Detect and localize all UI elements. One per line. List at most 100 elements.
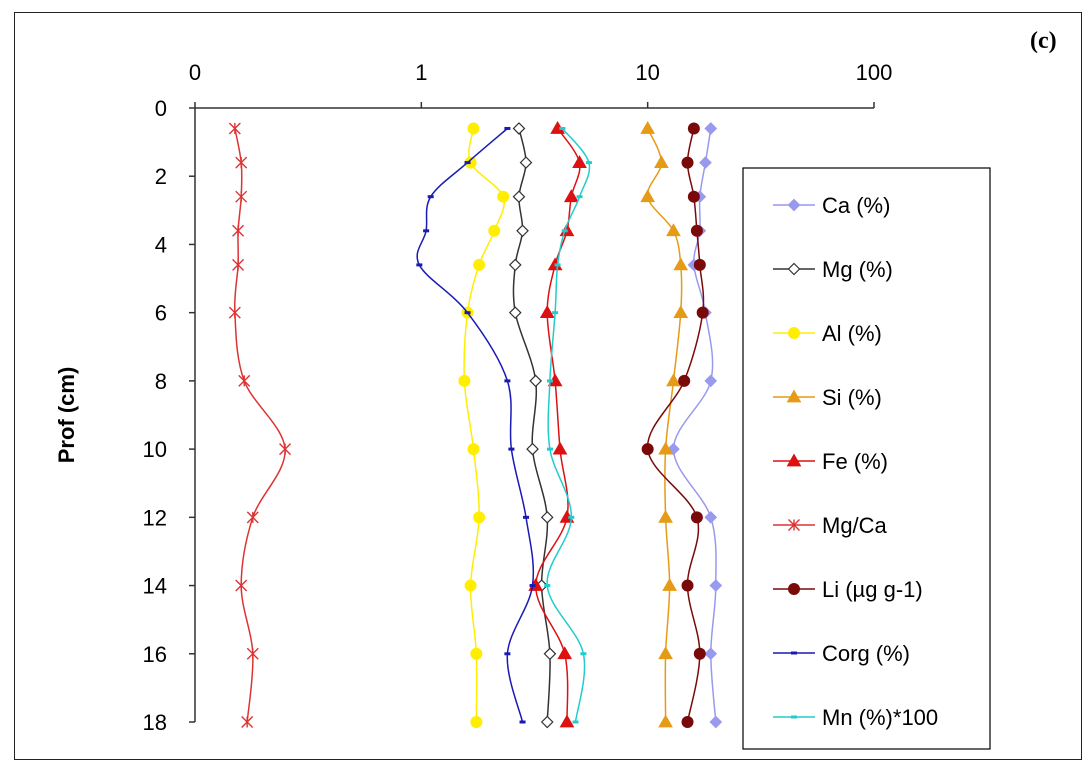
data-point: [526, 442, 539, 456]
data-point: [658, 441, 673, 455]
panel-label: (c): [1030, 28, 1057, 54]
data-point: [681, 716, 694, 728]
series-7: [416, 126, 536, 724]
data-point: [690, 224, 703, 237]
data-point: [559, 714, 575, 728]
data-point: [693, 647, 706, 660]
data-point: [504, 126, 511, 130]
data-point: [704, 647, 718, 661]
data-point: [687, 122, 700, 135]
data-point: [681, 579, 694, 592]
data-point: [704, 122, 718, 135]
data-point: [473, 258, 486, 271]
legend-label: Ca (%): [822, 193, 890, 218]
data-point: [640, 120, 656, 134]
data-point: [504, 379, 511, 383]
data-point: [540, 510, 554, 524]
series-line: [646, 128, 705, 723]
data-point: [563, 189, 579, 203]
legend-entry: Fe (%): [773, 449, 888, 474]
data-point: [232, 224, 245, 237]
data-point: [516, 224, 529, 238]
data-point: [658, 646, 673, 660]
series-line: [672, 128, 717, 723]
axes: 0 1 10 100 0 2 4 6 8 10 12 14 16 18 Prof (cm): [54, 60, 892, 735]
data-point: [467, 443, 480, 456]
data-point: [473, 511, 486, 524]
figure-frame: [14, 12, 1082, 760]
data-point: [464, 161, 471, 165]
legend-swatch-marker: [788, 519, 800, 531]
series-line: [463, 128, 505, 723]
data-point: [546, 379, 553, 383]
data-point: [561, 229, 568, 233]
data-point: [640, 189, 656, 203]
data-point: [576, 195, 583, 199]
legend-entry: Mg (%): [773, 257, 893, 282]
series-2: [458, 122, 510, 728]
series-line: [233, 128, 286, 723]
data-point: [508, 306, 522, 320]
y-axis-title: Prof (cm): [54, 367, 79, 464]
data-point: [519, 156, 533, 169]
data-point: [687, 190, 700, 203]
data-point: [544, 584, 551, 588]
data-point: [658, 714, 673, 728]
data-point: [232, 258, 245, 271]
legend-entry: Mg/Ca: [773, 513, 888, 538]
legend-swatch-marker: [786, 453, 802, 467]
data-point: [235, 156, 248, 169]
data-point: [557, 646, 573, 660]
series-line: [512, 128, 551, 723]
data-point: [508, 258, 522, 272]
series-5: [228, 122, 292, 728]
legend-label: Al (%): [822, 321, 882, 346]
data-point: [470, 716, 483, 728]
data-point: [580, 652, 587, 656]
data-point: [416, 263, 423, 267]
y-tick-label: 4: [155, 232, 167, 257]
x-tick-label: 10: [635, 60, 659, 85]
data-point: [690, 511, 703, 524]
data-point: [554, 263, 561, 267]
data-point: [238, 374, 251, 387]
y-tick-label: 16: [143, 642, 167, 667]
y-tick-label: 2: [155, 164, 167, 189]
data-point: [572, 155, 587, 168]
legend-swatch-marker: [786, 389, 802, 403]
data-point: [709, 579, 723, 592]
legend-label: Corg (%): [822, 641, 910, 666]
x-tick-label: 0: [189, 60, 201, 85]
data-point: [666, 223, 681, 237]
data-point: [546, 447, 553, 451]
data-point: [662, 578, 677, 591]
data-point: [504, 652, 511, 656]
data-point: [568, 515, 575, 519]
data-point: [246, 647, 259, 660]
x-tick-label: 1: [415, 60, 427, 85]
data-point: [673, 305, 689, 319]
y-tick-label: 18: [143, 710, 167, 735]
legend-entry: Al (%): [773, 321, 882, 346]
series-8: [544, 126, 592, 724]
legend-swatch-marker: [791, 715, 797, 719]
legend-label: Li (µg g-1): [822, 577, 923, 602]
legend-label: Mn (%)*100: [822, 705, 938, 730]
data-point: [427, 195, 434, 199]
legend-swatch-marker: [787, 198, 801, 212]
data-point: [241, 716, 254, 728]
series-4: [528, 120, 587, 728]
y-tick-label: 14: [143, 574, 167, 599]
legend-label: Fe (%): [822, 449, 888, 474]
legend-swatch-marker: [787, 262, 801, 276]
data-point: [704, 510, 718, 524]
y-tick-label: 10: [143, 437, 167, 462]
data-point: [552, 441, 568, 455]
data-point: [529, 374, 543, 388]
data-point: [543, 647, 557, 661]
legend: Ca (%) Mg (%) Al (%) Si (%) Fe (%) Mg/Ca Li (µ…: [742, 167, 991, 750]
data-point: [458, 374, 471, 387]
data-point: [228, 122, 241, 135]
data-point: [539, 305, 555, 319]
